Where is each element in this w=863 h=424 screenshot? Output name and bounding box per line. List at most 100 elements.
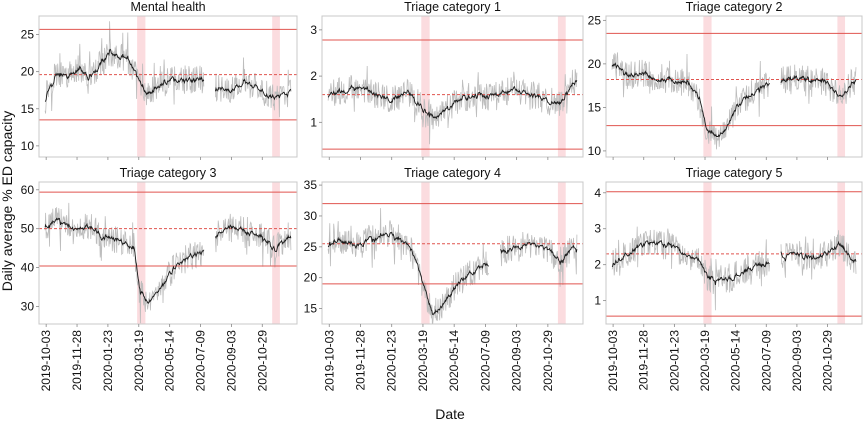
raw-daily-line-1	[327, 208, 490, 324]
x-tick-label: 2020-09-03	[510, 330, 524, 392]
panel-1: Mental health 10 15 20 25	[21, 0, 298, 160]
x-tick-label: 2020-07-09	[759, 330, 773, 392]
panel-3: Triage category 2 10 15 20 25	[588, 0, 863, 160]
highlight-band-1	[421, 16, 430, 157]
raw-daily-line-1	[611, 226, 770, 311]
plot-area	[606, 182, 862, 324]
x-tick-label: 2019-11-28	[353, 330, 367, 391]
highlight-band-1	[703, 16, 712, 157]
raw-daily-line-2	[500, 231, 578, 287]
x-tick-label: 2019-11-28	[70, 330, 84, 391]
highlight-band-1	[137, 182, 146, 324]
smoothed-line-2	[500, 241, 578, 265]
panel-title: Mental health	[130, 0, 205, 14]
y-tick-label: 3	[594, 222, 601, 236]
x-tick-label: 2020-05-14	[729, 330, 743, 392]
x-axis-label: Date	[435, 406, 465, 422]
plot-area	[39, 16, 297, 157]
y-tick-label: 2	[310, 69, 317, 83]
y-tick-label: 1	[310, 115, 317, 129]
y-tick-label: 30	[304, 209, 318, 223]
panel-title: Triage category 1	[404, 0, 501, 14]
highlight-band-2	[837, 16, 846, 157]
x-tick-label: 2020-07-09	[194, 330, 208, 392]
y-tick-label: 15	[588, 100, 602, 114]
smoothed-line-1	[44, 48, 205, 102]
x-tick-label: 2019-10-03	[39, 330, 53, 392]
y-tick-label: 20	[304, 271, 318, 285]
smoothed-line-2	[780, 240, 857, 264]
x-tick-label: 2020-07-09	[478, 330, 492, 392]
y-tick-label: 15	[304, 302, 318, 316]
y-tick-label: 25	[21, 28, 35, 42]
smoothed-line-1	[611, 62, 770, 138]
x-tick-label: 2020-05-14	[163, 330, 177, 392]
panel-frame	[38, 15, 298, 158]
smoothed-line-1	[44, 217, 205, 305]
y-tick-label: 60	[21, 183, 35, 197]
panel-4: Triage category 3 30 40 50 60 2019-10-03 2019-…	[21, 166, 298, 392]
raw-daily-line-1	[611, 52, 770, 150]
x-tick-label: 2020-09-03	[790, 330, 804, 392]
raw-daily-line-2	[215, 57, 292, 118]
panel-6: Triage category 5 1 2 3 4 2019-10-03 2019-11-2…	[594, 166, 863, 392]
x-tick-label: 2020-01-23	[667, 330, 681, 392]
smoothed-line-1	[327, 79, 578, 120]
smoothed-line-1	[327, 231, 490, 316]
highlight-band-2	[272, 182, 280, 324]
x-tick-label: 2020-10-29	[255, 330, 269, 392]
raw-daily-line-2	[215, 213, 292, 268]
highlight-band-2	[557, 16, 566, 157]
highlight-band-1	[137, 16, 146, 157]
x-tick-label: 2020-05-14	[447, 330, 461, 392]
x-tick-label: 2020-01-23	[101, 330, 115, 392]
panel-frame	[321, 181, 584, 325]
plot-area	[322, 16, 583, 157]
y-tick-label: 1	[594, 294, 601, 308]
y-tick-label: 25	[304, 240, 318, 254]
highlight-band-2	[557, 182, 566, 324]
panel-frame	[38, 181, 298, 325]
panel-frame	[321, 15, 584, 158]
y-axis-label: Daily average % ED capacity	[0, 111, 15, 292]
y-tick-label: 15	[21, 102, 35, 116]
raw-daily-line-2	[780, 64, 857, 104]
smoothed-line-2	[780, 75, 857, 98]
x-tick-label: 2019-10-03	[606, 330, 620, 392]
x-tick-label: 2020-10-29	[821, 330, 835, 392]
panels-group: Mental health 10 15 20 25 Triage category 1 1 2…	[21, 0, 863, 392]
plot-area	[322, 182, 583, 324]
y-tick-label: 10	[21, 139, 35, 153]
y-tick-label: 40	[21, 261, 35, 275]
x-tick-label: 2019-10-03	[322, 330, 336, 392]
y-tick-label: 20	[588, 57, 602, 71]
y-tick-label: 3	[310, 23, 317, 37]
y-tick-label: 50	[21, 222, 35, 236]
y-tick-label: 2	[594, 258, 601, 272]
panel-2: Triage category 1 1 2 3	[310, 0, 584, 160]
y-tick-label: 10	[588, 144, 602, 158]
y-tick-label: 25	[588, 13, 602, 27]
panel-title: Triage category 2	[686, 0, 783, 14]
panel-title: Triage category 5	[686, 166, 783, 180]
x-tick-label: 2019-11-28	[637, 330, 651, 391]
raw-daily-line-1	[44, 21, 205, 114]
plot-area	[606, 16, 862, 157]
x-tick-label: 2020-03-19	[698, 330, 712, 392]
highlight-band-1	[703, 182, 712, 324]
smoothed-line-1	[611, 239, 770, 286]
panel-title: Triage category 3	[120, 166, 217, 180]
panel-5: Triage category 4 15 20 25 30 35 2019-10-03 201…	[304, 166, 584, 392]
highlight-band-1	[421, 182, 430, 324]
panel-title: Triage category 4	[404, 166, 501, 180]
y-tick-label: 20	[21, 65, 35, 79]
x-tick-label: 2020-03-19	[132, 330, 146, 392]
plot-area	[39, 182, 297, 324]
smoothed-line-2	[214, 78, 292, 101]
highlight-band-2	[272, 16, 280, 157]
panel-frame	[605, 15, 863, 158]
x-tick-label: 2020-03-19	[416, 330, 430, 392]
y-tick-label: 4	[594, 186, 601, 200]
x-tick-label: 2020-09-03	[224, 330, 238, 392]
